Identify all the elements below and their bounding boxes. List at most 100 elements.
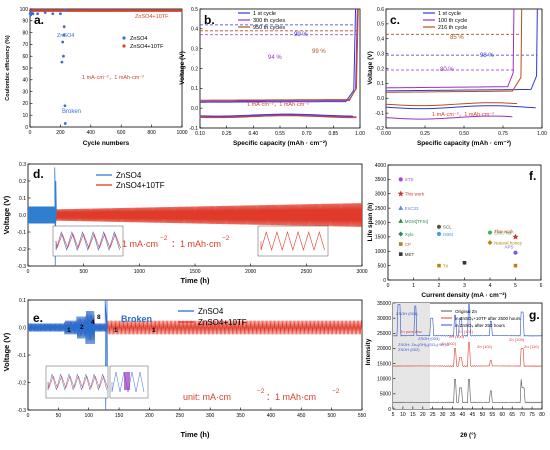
legend-label-c-1st: 1 st cycle xyxy=(438,11,461,17)
panel-g-label: g. xyxy=(529,308,540,322)
f-xtick-label: 6 xyxy=(540,283,543,289)
rate-label-1: 1 xyxy=(67,327,71,334)
panel-d-annot-exp2: −2 xyxy=(222,235,230,242)
panel-f-marks: STS This work EnC33 MGM[TFSI] SCL Xylo DBM CP CM… xyxy=(397,177,523,268)
g-trace-1 xyxy=(392,342,543,368)
legend-label-g-znso4: in ZnSO₄ after 250 hours xyxy=(455,323,506,328)
legend-label-1st: 1 st cycle xyxy=(253,11,276,17)
panel-e-ylabel: Voltage (V) xyxy=(2,332,11,371)
e-ytick-label: 0.1 xyxy=(19,298,26,304)
a-ytick-label: 70 xyxy=(22,42,28,48)
g-annot-zsoh003: ZSOH (003) xyxy=(418,336,440,341)
panel-a-annot-broken: Broken xyxy=(62,109,81,115)
g-annot-zsoh-formula: ZSOH: Zn₄(OH)₆(SO₄)·5H₂O xyxy=(398,342,449,347)
panel-e: e. 0 50 100 150 200 250 300 350 400 450 500 550 -0.3… xyxy=(2,298,366,439)
g-annot-zn100: Zn (100) xyxy=(449,334,465,339)
b-xtick-label: 0.40 xyxy=(248,131,258,137)
panel-e-label: e. xyxy=(33,311,43,325)
f-point-dbm-label: DBM xyxy=(443,232,453,237)
legend-label-c-100th: 100 th cycle xyxy=(438,18,467,24)
a-ytick-label: 100 xyxy=(20,7,29,13)
f-xtick-label: 4 xyxy=(489,283,492,289)
g-xtick-label: 35 xyxy=(450,412,456,418)
c-ytick-label: 0.3 xyxy=(377,51,384,57)
f-xtick-label: 2 xyxy=(438,283,441,289)
panel-b-ticks: 0.10 0.25 0.40 0.55 0.70 0.85 1.00 -0.1 0.0 0.1 0.… xyxy=(189,7,365,137)
e-xtick-label: 100 xyxy=(85,413,94,419)
f-xtick-label: 1 xyxy=(412,283,415,289)
a-point-znso4-10tf xyxy=(180,9,183,12)
panel-a-xlabel: Cycle numbers xyxy=(83,140,130,147)
g-xtick-label: 60 xyxy=(499,412,505,418)
inset-left-trace-2 xyxy=(55,233,121,249)
a-xtick-label: 200 xyxy=(56,130,65,136)
g-trace-2 xyxy=(392,304,543,337)
a-ytick-label: 90 xyxy=(22,19,28,25)
b-discharge-0 xyxy=(199,113,353,117)
e-ytick-label: -0.3 xyxy=(17,408,26,414)
panel-d-xlabel: Time (h) xyxy=(180,276,210,285)
g-xtick-label: 75 xyxy=(529,412,535,418)
rate-label-1b: 1 xyxy=(114,327,118,334)
d-xtick-label: 1500 xyxy=(189,269,200,275)
d-ytick-label: -0.3 xyxy=(17,264,26,270)
f-ytick-label: 0 xyxy=(383,278,386,284)
f-point-unlabeled-14 xyxy=(462,260,467,265)
b-ytick-label: 0.0 xyxy=(191,106,198,112)
panel-e-annot-unit: unit: mA·cm xyxy=(183,392,231,402)
panel-e-marks xyxy=(28,300,362,410)
f-xtick-label: 3 xyxy=(463,283,466,289)
b-curve-1 xyxy=(199,8,358,102)
a-point-znso4 xyxy=(62,25,66,29)
a-ytick-label: 50 xyxy=(22,66,28,72)
a-point-znso4 xyxy=(63,104,67,108)
panel-d-annot-capacity: ：1 mAh·cm xyxy=(171,239,221,249)
panel-c-legend: 1 st cycle 100 th cycle 216 th cycle xyxy=(423,11,467,31)
f-point-this-work-label: This work xyxy=(405,192,425,197)
d-ytick-label: -0.2 xyxy=(17,247,26,253)
b-xtick-label: 0.85 xyxy=(328,131,338,137)
g-xtick-label: 45 xyxy=(470,412,476,418)
f-xtick-label: 0 xyxy=(387,283,390,289)
a-point-znso4 xyxy=(51,12,55,16)
a-xtick-label: 800 xyxy=(147,130,156,136)
f-point-this-work xyxy=(397,190,404,197)
rate-label-2: 2 xyxy=(80,324,84,331)
e-xtick-label: 500 xyxy=(327,413,336,419)
panel-e-annot-capacity: ：1 mAh·cm xyxy=(266,392,316,402)
legend-label-d-znso4: ZnSO4 xyxy=(116,171,142,180)
panel-f-ylabel: Life span (h) xyxy=(367,203,374,242)
c-ytick-label: 0.0 xyxy=(377,96,384,102)
g-annot-zsoh001: ZSOH (001) xyxy=(396,311,418,316)
g-ytick-label: 5000 xyxy=(380,392,391,398)
g-ytick-label: 35000 xyxy=(377,301,391,307)
f-point-natural-honey xyxy=(487,240,493,246)
a-ytick-label: 60 xyxy=(22,54,28,60)
panel-a-marks xyxy=(28,8,183,125)
panel-b-legend: 1 st cycle 300 th cycles 950 th cycles xyxy=(238,11,285,31)
f-point-met xyxy=(398,252,403,256)
f-point-scl-label: SCL xyxy=(443,225,452,230)
f-ytick-label: 500 xyxy=(378,263,387,269)
legend-label-g-10tf: in ZnSO₄+10TF after 2500 hours xyxy=(455,316,521,321)
c-discharge-2 xyxy=(385,102,518,107)
b-ytick-label: 0.3 xyxy=(191,46,198,52)
panel-g: g. 5 10 15 20 25 30 35 40 45 50 55 60 65 70 75 80 0 5000 1… xyxy=(365,301,545,439)
a-ytick-label: 80 xyxy=(22,30,28,36)
f-point-this-work xyxy=(512,233,519,240)
panel-d-ylabel: Voltage (V) xyxy=(2,195,11,234)
panel-b-marks xyxy=(199,8,359,119)
f-xtick-label: 5 xyxy=(514,283,517,289)
g-xtick-label: 55 xyxy=(490,412,496,418)
d-xtick-label: 0 xyxy=(27,269,30,275)
panel-b-xlabel: Specific capacity (mAh · cm⁻²) xyxy=(233,140,327,147)
e-ytick-label: 0.0 xyxy=(19,325,26,331)
panel-g-marks xyxy=(392,304,543,404)
b-curve-2 xyxy=(199,8,359,101)
e-xtick-label: 550 xyxy=(358,413,367,419)
panel-b-annot-cond: 1 mA·cm⁻²，1 mAh·cm⁻² xyxy=(247,102,309,108)
g-xtick-label: 50 xyxy=(480,412,486,418)
panel-g-legend: Original Zn in ZnSO₄+10TF after 2500 hou… xyxy=(441,309,521,328)
c-curve-2 xyxy=(385,8,523,93)
f-ytick-label: 2500 xyxy=(375,206,386,212)
